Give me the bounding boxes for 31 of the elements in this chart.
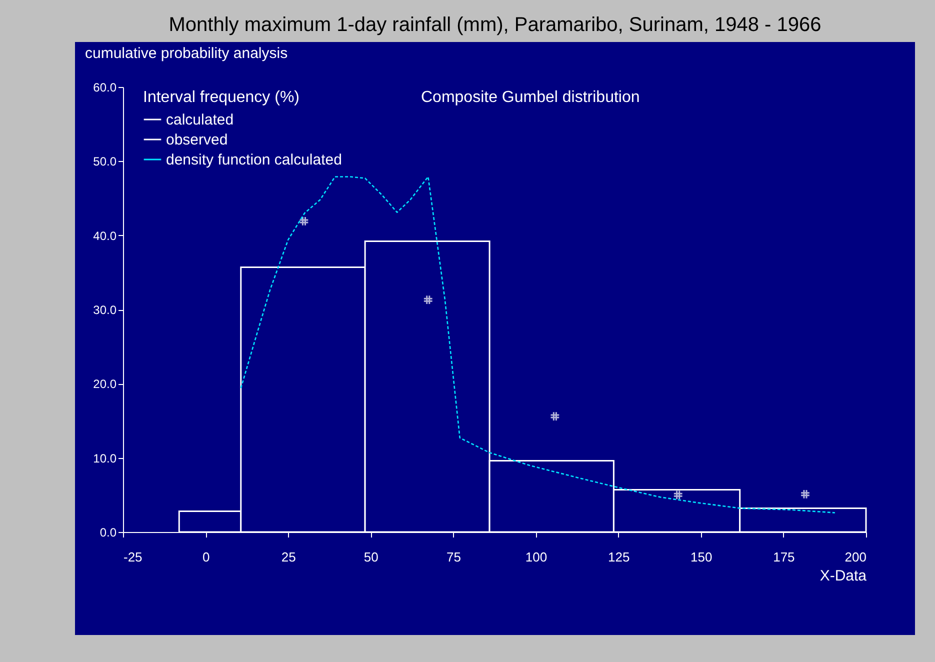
legend-label: calculated [166,112,234,128]
x-tick-label: 125 [608,550,630,564]
x-tick-label: -25 [124,550,142,564]
point [673,490,684,500]
x-tick-label: 200 [844,550,866,564]
legend-title: Interval frequency (%) [143,89,300,106]
y-tick-label: 10.0 [93,451,117,466]
y-tick-label: 0.0 [100,526,117,540]
x-tick-label: 100 [525,550,548,564]
point [550,411,560,422]
y-tick-label: 40.0 [93,228,117,243]
legend-label: density function calculated [166,152,342,168]
line-series [240,176,836,514]
y-tick-label: 60.0 [93,80,117,94]
chart-subtitle: cumulative probability analysis [85,45,288,62]
x-tick-label: 150 [690,550,712,564]
point [423,294,434,305]
x-tick-label: 0 [202,550,210,564]
point [299,216,309,226]
chart-title: Monthly maximum 1-day rainfall (mm), Paramaribo, Surinam, 1948 - 1966 [168,14,822,37]
y-tick-label: 20.0 [93,377,117,392]
x-tick-label: 25 [281,550,296,564]
annotation: Composite Gumbel distribution [421,89,640,106]
x-tick-label: 50 [364,550,378,564]
x-tick-label: 175 [773,550,795,564]
y-tick-label: 50.0 [93,154,117,169]
x-tick-label: 75 [446,550,461,564]
x-axis-title: X-Data [820,568,868,584]
point [800,489,810,500]
legend-label: observed [166,132,228,148]
y-tick-label: 30.0 [93,303,117,317]
